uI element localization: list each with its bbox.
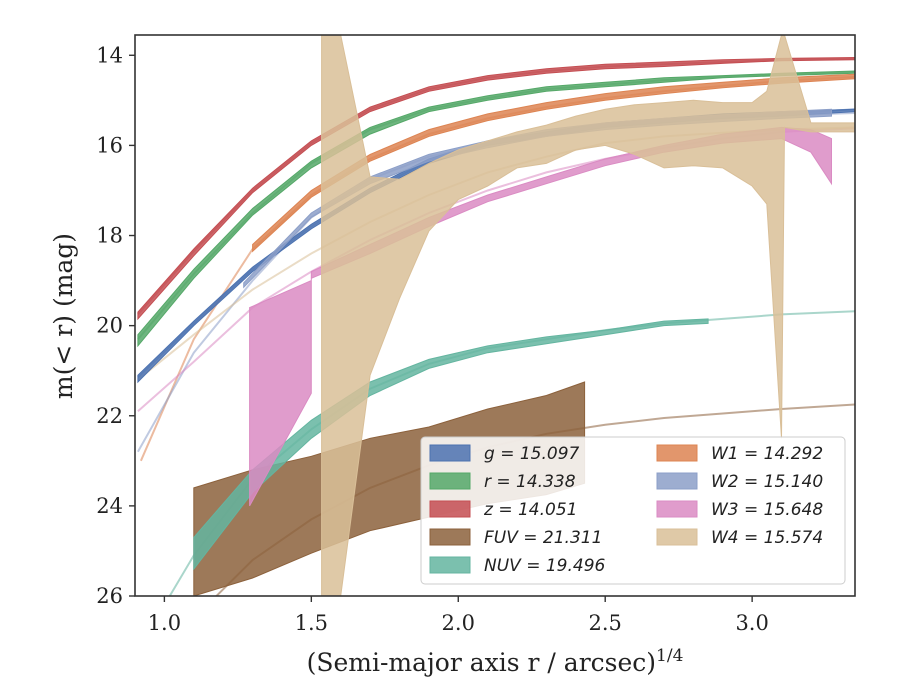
x-axis-label-superscript: 1/4 [656,646,683,666]
x-tick-label: 3.0 [735,611,768,635]
legend-label-nuv: NUV = 19.496 [484,556,606,576]
plot-frame [134,34,856,597]
legend-label-w2: W2 = 15.140 [711,472,823,492]
band-w4 [321,35,855,596]
legend: g = 15.097 r = 14.338 z = 14.051 FUV = 21.3… [420,436,846,585]
legend-swatch-w3 [656,500,698,518]
legend-swatch-w1 [656,444,698,462]
legend-label-w1: W1 = 14.292 [711,444,823,464]
y-tick-label: 24 [96,494,123,518]
x-tick-label: 2.5 [589,611,622,635]
y-tick-label: 26 [96,584,123,608]
legend-label-z: z = 14.051 [483,500,577,520]
ticks-layer: 1.0 1.5 2.0 2.5 3.0 14 16 18 20 22 24 26 [96,43,769,635]
y-tick-label: 20 [96,314,123,338]
x-axis-label: (Semi-major axis r / arcsec)1/4 [307,646,684,677]
legend-swatch-w2 [656,472,698,490]
x-tick-label: 2.0 [442,611,475,635]
legend-label-w4: W4 = 15.574 [711,528,823,548]
legend-swatch-r [429,472,471,490]
legend-frame [420,436,846,585]
legend-label-w3: W3 = 15.648 [711,500,823,520]
y-tick-label: 14 [96,43,123,67]
legend-swatch-z [429,500,471,518]
band-w1 [252,73,855,253]
y-tick-label: 22 [96,404,123,428]
x-tick-label: 1.5 [295,611,328,635]
legend-swatch-w4 [656,528,698,546]
legend-swatch-g [429,444,471,462]
legend-swatch-nuv [429,556,471,574]
y-axis-label: m(< r) (mag) [49,233,78,399]
band-w2 [243,108,832,289]
legend-label-fuv: FUV = 21.311 [484,528,602,548]
legend-label-r: r = 14.338 [484,472,576,492]
x-tick-label: 1.0 [148,611,181,635]
y-tick-label: 16 [96,133,123,157]
legend-label-g: g = 15.097 [484,444,580,464]
legend-swatch-fuv [429,528,471,546]
y-tick-label: 18 [96,224,123,248]
